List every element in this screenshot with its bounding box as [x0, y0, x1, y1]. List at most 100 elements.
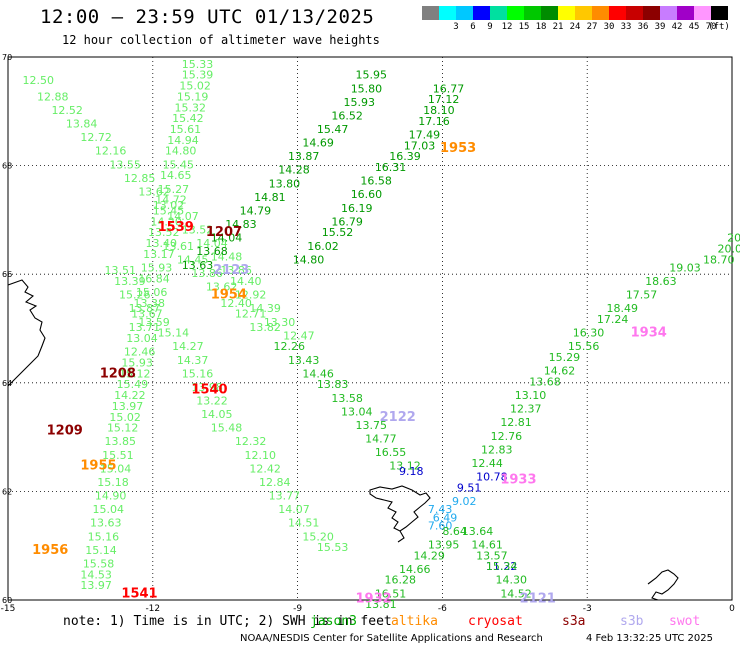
wave-height-label: 16.39 — [389, 150, 421, 163]
wave-height-label: 14.90 — [95, 490, 127, 503]
x-tick-label: -9 — [293, 604, 302, 614]
pass-time-label: 2123 — [213, 263, 249, 278]
wave-height-label: 13.40 — [146, 237, 178, 250]
wave-height-label: 14.29 — [413, 549, 445, 562]
wave-height-label: 16.31 — [375, 161, 407, 174]
wave-height-label: 13.81 — [365, 598, 397, 611]
wave-height-label: 13.87 — [129, 302, 161, 315]
legend-label: 12 — [501, 22, 513, 32]
legend-swatch — [490, 6, 507, 20]
pass-time-label: 1539 — [158, 220, 194, 235]
wave-height-label: 14.65 — [160, 169, 192, 182]
wave-height-label: 15.93 — [141, 261, 173, 274]
legend-label: 15 — [518, 22, 530, 32]
wave-height-label: 17.03 — [404, 139, 436, 152]
wave-height-label: 15.18 — [97, 476, 129, 489]
wave-height-label: 12.46 — [124, 346, 156, 359]
y-tick-label: 68 — [2, 162, 12, 171]
wave-height-label: 9.02 — [452, 495, 477, 508]
legend-swatch — [558, 6, 575, 20]
wave-height-label: 15.32 — [175, 101, 207, 114]
wave-height-label: 15.80 — [351, 82, 383, 95]
legend-swatch — [456, 6, 473, 20]
wave-height-label: 13.39 — [114, 275, 146, 288]
wave-height-label: 12.37 — [510, 403, 542, 416]
pass-time-label: 1955 — [80, 459, 116, 474]
wave-height-label: 12.76 — [491, 430, 522, 443]
wave-height-label: 15.53 — [317, 541, 349, 554]
wave-height-label: 15.16 — [182, 367, 214, 380]
wave-height-label: 14.77 — [365, 433, 397, 446]
wave-height-label: 15.45 — [162, 158, 194, 171]
wave-height-label: 12.83 — [481, 443, 512, 456]
satellite-label-altika: altika — [391, 614, 438, 629]
wave-height-label: 12.40 — [220, 297, 252, 310]
wave-height-label: 6.49 — [433, 511, 458, 524]
shetland-islands — [647, 569, 679, 601]
wave-height-label: 15.04 — [100, 462, 132, 475]
wave-height-label: 14.05 — [201, 408, 233, 421]
wave-height-label: 15.45 — [153, 204, 185, 217]
legend-swatch — [643, 6, 660, 20]
wave-height-label: 13.04 — [126, 332, 157, 345]
wave-height-label: 12.50 — [22, 74, 54, 87]
wave-height-label: 13.68 — [196, 245, 228, 258]
satellite-label-s3a: s3a — [562, 614, 586, 629]
faroe-islands-south — [397, 530, 405, 543]
wave-height-label: 15.12 — [107, 422, 138, 435]
wave-height-label: 15.49 — [117, 378, 149, 391]
wave-height-label: 13.61 — [162, 240, 194, 253]
wave-height-label: 9.18 — [399, 465, 424, 478]
wave-height-label: 12.44 — [471, 457, 503, 470]
pass-times: 1953 1539 1207 2123 1954 1934 1208 1540 1209 2122… — [32, 141, 667, 607]
legend-label: 3 — [453, 22, 459, 32]
wave-height-label: 14.07 — [278, 503, 310, 516]
y-tick-label: 60 — [2, 596, 12, 605]
wave-height-label: 14.81 — [254, 191, 286, 204]
wave-height-label: 16.02 — [307, 240, 339, 253]
wave-height-label: 13.55 — [109, 158, 141, 171]
wave-height-label: 13.57 — [476, 549, 508, 562]
wave-height-label: 14.39 — [249, 302, 280, 315]
wave-height-label: 13.10 — [515, 389, 547, 402]
pass-time-label: 1541 — [121, 586, 157, 601]
wave-height-label: 13.85 — [105, 435, 136, 448]
legend-label: 6 — [470, 22, 476, 32]
wave-height-label: 17.24 — [597, 313, 629, 326]
wave-height-label: 14.30 — [495, 574, 527, 587]
wave-height-label: 11.22 — [486, 560, 517, 573]
wave-height-label: 10.78 — [476, 471, 508, 484]
wave-height-label: 15.48 — [211, 422, 243, 435]
wave-height-label: 12.26 — [273, 340, 305, 353]
wave-height-label: 12.16 — [95, 145, 127, 158]
wave-height-label: 14.94 — [167, 134, 199, 147]
legend-label: 42 — [671, 22, 683, 32]
legend-label: 70 — [705, 22, 717, 32]
wave-height-label: 14.45 — [177, 253, 209, 266]
wave-height-label: 15.26 — [119, 289, 151, 302]
wave-height-label: 13.58 — [331, 392, 363, 405]
wave-height-label: 13.63 — [182, 259, 214, 272]
wave-height-label: 12.81 — [500, 416, 532, 429]
wave-height-label: 14.80 — [293, 253, 325, 266]
legend-label: 33 — [620, 22, 632, 32]
wave-height-label: 15.93 — [121, 357, 153, 370]
wave-height-label: 12.10 — [245, 449, 276, 462]
wave-height-label: 15.29 — [549, 351, 581, 364]
wave-height-label: 13.83 — [317, 378, 349, 391]
wave-height-label: 15.02 — [179, 80, 211, 93]
wave-tracks: 12.50 12.8812.5213.8412.7212.1613.5512.85… — [22, 58, 740, 611]
legend-swatch — [592, 6, 609, 20]
wave-height-label: 15.33 — [182, 58, 214, 71]
wave-height-label: 13.12 — [389, 460, 421, 473]
wave-height-label: 14.04 — [196, 237, 228, 250]
wave-height-label: 15.20 — [302, 530, 334, 543]
wave-height-label: 13.04 — [341, 405, 373, 418]
wave-height-label: 13.64 — [462, 525, 494, 538]
wave-height-label: 13.75 — [356, 419, 388, 432]
wave-height-label: 16.77 — [433, 82, 465, 95]
wave-height-label: 14.62 — [544, 365, 576, 378]
wave-height-label: 16.52 — [331, 109, 363, 122]
x-tick-label: 0 — [729, 604, 735, 614]
